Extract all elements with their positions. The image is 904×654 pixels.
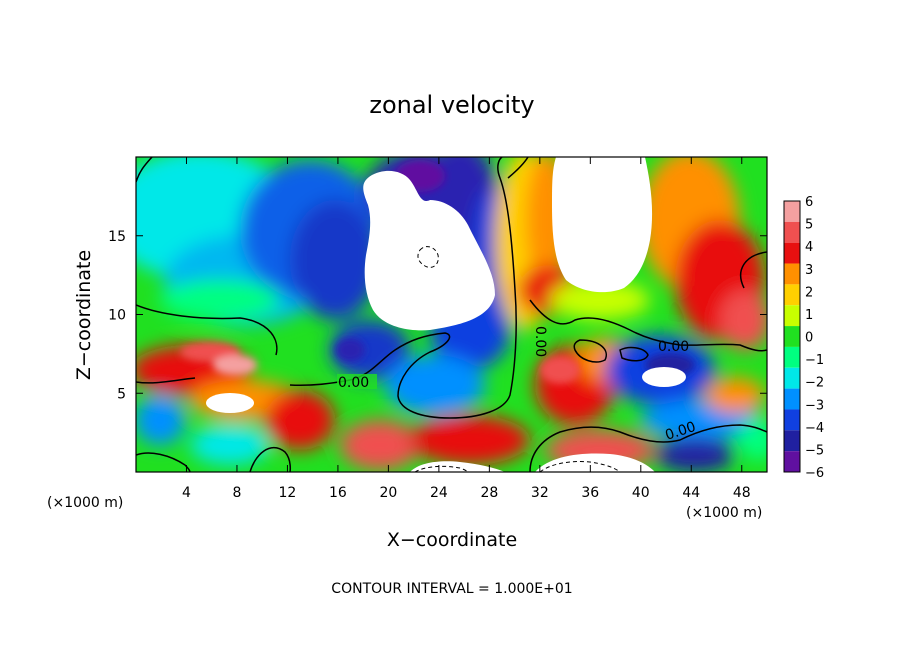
y-axis: 5 10 15 (108, 229, 767, 402)
x-tick-label: 16 (329, 485, 347, 501)
colorbar-label: 4 (805, 240, 813, 255)
colorbar-label: 0 (805, 331, 813, 346)
contour-label-1: 0.00 (338, 375, 369, 391)
colorbar-swatch (784, 242, 800, 264)
colorbar-label: −2 (805, 376, 824, 391)
colorbar-label: 3 (805, 263, 813, 278)
x-tick-label: 28 (480, 485, 498, 501)
colorbar-swatch (784, 367, 800, 389)
x-tick-label: 40 (632, 485, 650, 501)
x-tick-label: 8 (232, 485, 241, 501)
contour-label-2: 0.00 (532, 326, 548, 357)
heatmap-field: 0.00 0.00 0.00 0.00 (136, 157, 767, 472)
y-tick-label: 5 (117, 386, 126, 402)
y-tick-label: 10 (108, 308, 126, 324)
x-unit-left: (×1000 m) (47, 495, 123, 511)
colorbar-label: −1 (805, 353, 824, 368)
colorbar: 6 5 4 3 2 1 0 −1 −2 −3 −4 −5 −6 (783, 195, 824, 481)
colorbar-label: 6 (805, 195, 813, 210)
x-tick-label: 20 (379, 485, 397, 501)
contour-label-3: 0.00 (658, 339, 689, 355)
colorbar-swatch (784, 221, 800, 243)
x-tick-label: 12 (279, 485, 297, 501)
blank-region-right (642, 367, 686, 387)
colorbar-label: 2 (805, 285, 813, 300)
colorbar-swatch (784, 284, 800, 306)
colorbar-label: 1 (805, 308, 813, 323)
colorbar-label: −4 (805, 421, 824, 436)
colorbar-label: −5 (805, 443, 824, 458)
colorbar-swatch (784, 305, 800, 327)
x-unit-right: (×1000 m) (686, 505, 762, 521)
colorbar-swatch (784, 409, 800, 431)
x-tick-label: 32 (531, 485, 549, 501)
chart-title: zonal velocity (369, 91, 534, 119)
colorbar-swatch (784, 451, 800, 472)
x-tick-label: 24 (430, 485, 448, 501)
colorbar-label: −3 (805, 398, 824, 413)
contour-lines (136, 157, 767, 472)
y-axis-label: Z−coordinate (73, 250, 95, 380)
x-tick-label: 48 (733, 485, 751, 501)
colorbar-frame (783, 200, 801, 473)
negative-contours (414, 246, 621, 472)
blank-region-left (206, 393, 254, 413)
y-tick-label: 15 (108, 229, 126, 245)
colorbar-swatch (784, 201, 800, 222)
colorbar-swatch (784, 263, 800, 285)
blank-region-bottom-center (410, 461, 505, 472)
blank-region-upper-right (552, 157, 653, 293)
colorbar-swatch (784, 430, 800, 452)
x-tick-label: 36 (581, 485, 599, 501)
colorbar-label: 5 (805, 218, 813, 233)
x-axis: 4 8 12 16 20 24 28 32 36 40 44 48 (182, 157, 751, 501)
colorbar-swatch (784, 388, 800, 410)
blank-region-upper-left (363, 170, 495, 331)
x-axis-label: X−coordinate (387, 529, 517, 551)
colorbar-label: −6 (805, 466, 824, 481)
colorbar-swatch (784, 326, 800, 347)
colorbar-swatch (784, 346, 800, 368)
footer-note: CONTOUR INTERVAL = 1.000E+01 (331, 581, 572, 597)
x-tick-label: 4 (182, 485, 191, 501)
x-tick-label: 44 (682, 485, 700, 501)
